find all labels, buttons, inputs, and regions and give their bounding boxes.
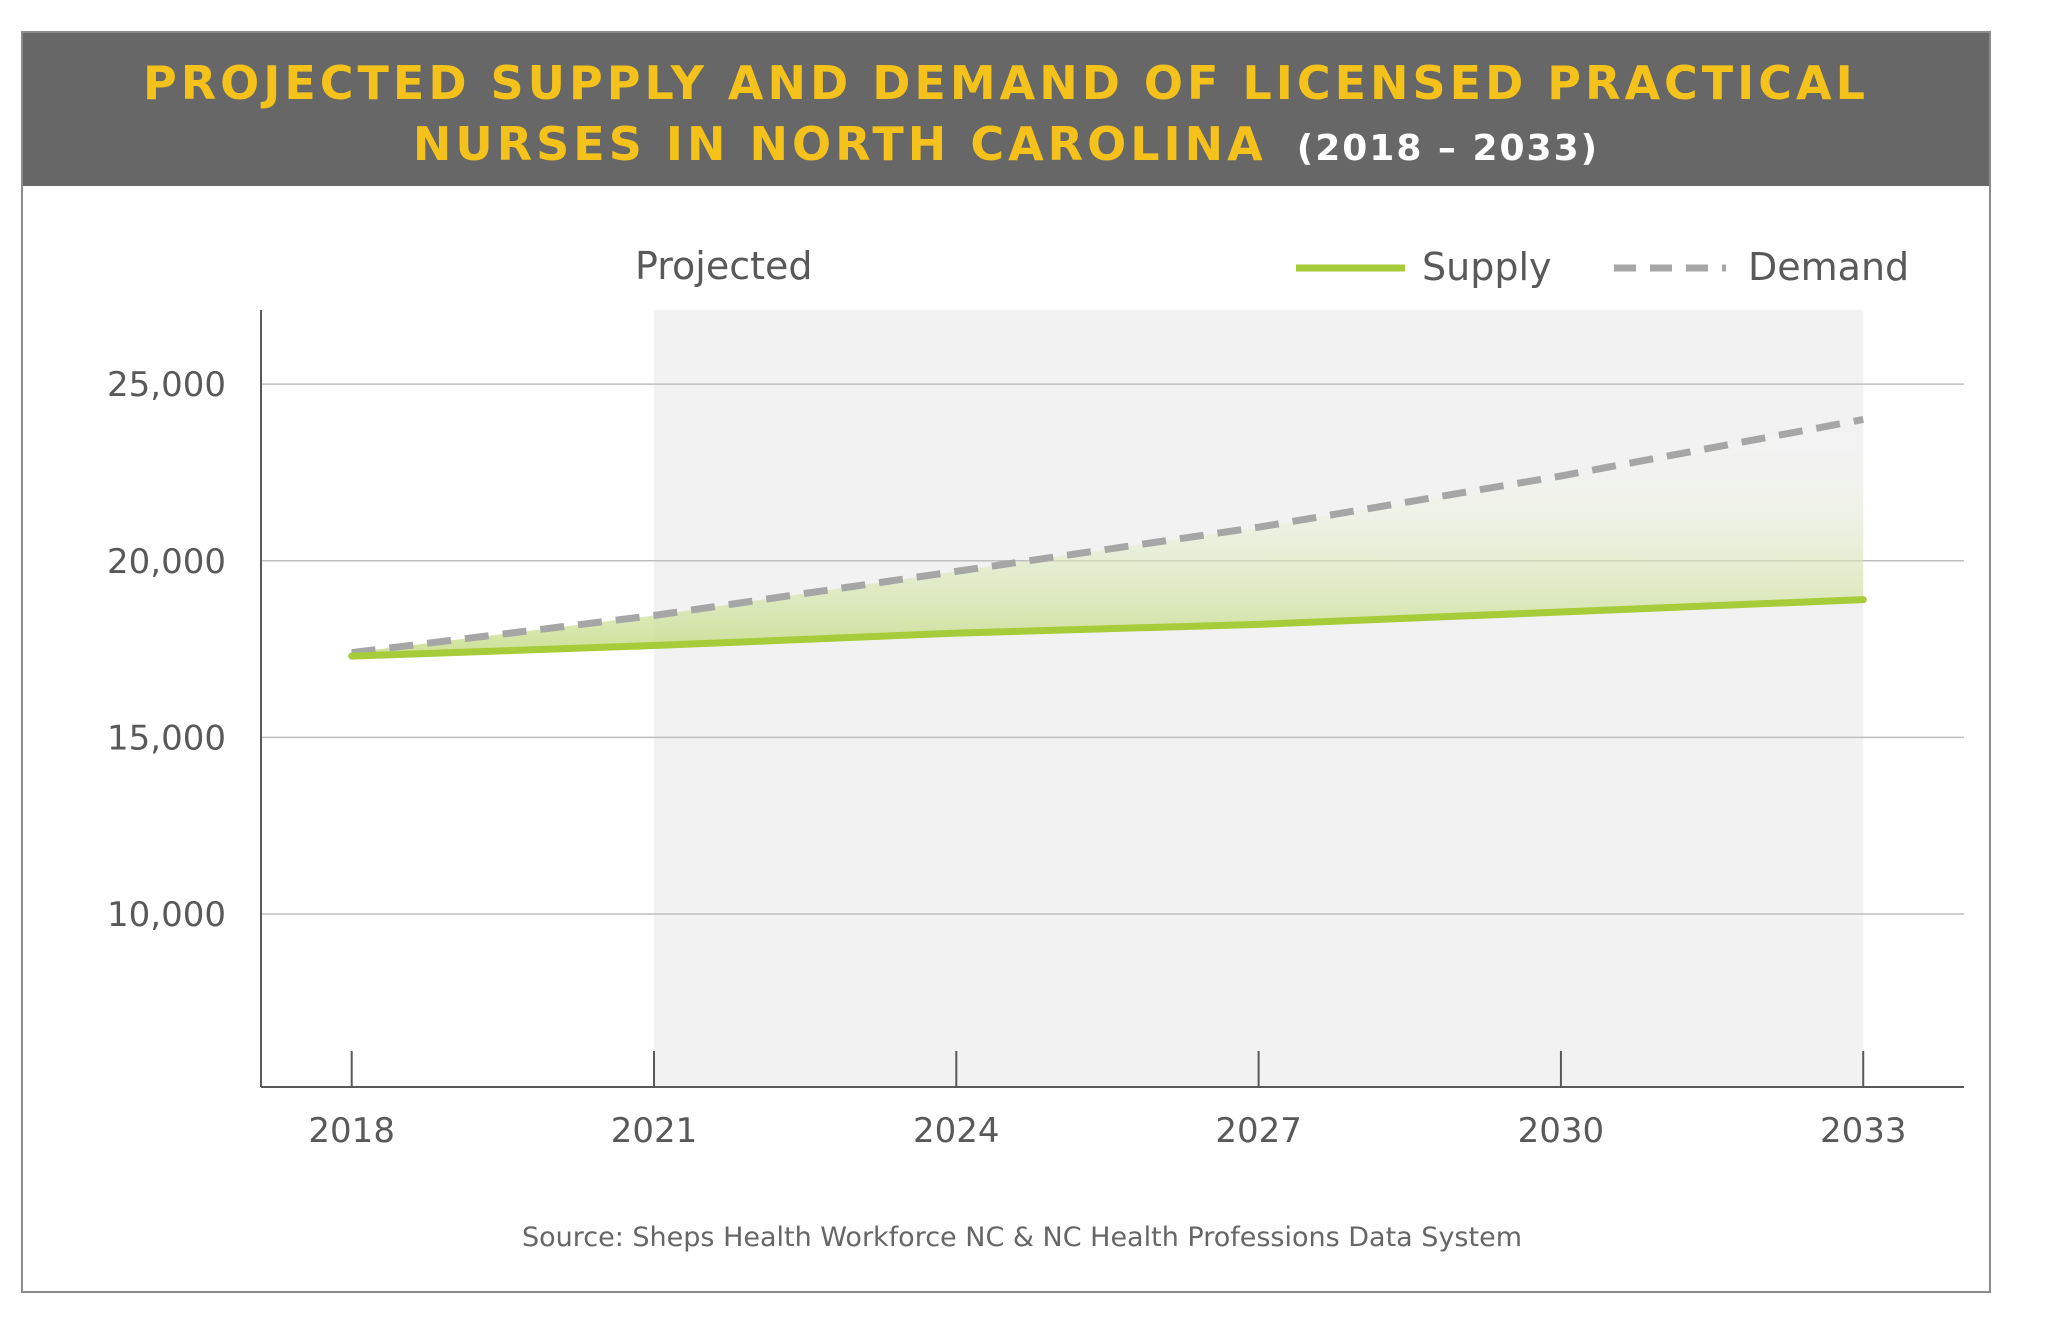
- chart-title-line-2: NURSES IN NORTH CAROLINA (2018 – 2033): [23, 114, 1989, 179]
- y-tick-label-10000: 10,000: [107, 895, 226, 935]
- series-lines: [348, 416, 1867, 660]
- source-note: Source: Sheps Health Workforce NC & NC H…: [522, 1222, 1522, 1253]
- legend-supply-label: Supply: [1422, 245, 1552, 289]
- x-tick-label-2027: 2027: [1215, 1111, 1302, 1151]
- y-tick-label-15000: 15,000: [107, 718, 226, 758]
- chart-legend: Supply Demand: [1296, 245, 1909, 289]
- x-tick-label-2024: 2024: [913, 1111, 1000, 1151]
- series-line-supply: [348, 596, 1867, 660]
- chart-header: PROJECTED SUPPLY AND DEMAND OF LICENSED …: [23, 33, 1989, 186]
- axes: [260, 310, 1964, 1088]
- chart-title-main: NURSES IN NORTH CAROLINA: [412, 117, 1267, 171]
- chart-title-years: (2018 – 2033): [1296, 128, 1600, 169]
- chart-title-line-1: PROJECTED SUPPLY AND DEMAND OF LICENSED …: [143, 56, 1869, 110]
- projected-region: [654, 310, 1864, 1087]
- legend-demand-label: Demand: [1748, 245, 1909, 289]
- x-tick-label-2033: 2033: [1820, 1111, 1907, 1151]
- x-tick-label-2021: 2021: [611, 1111, 698, 1151]
- supply-demand-gap-area: [351, 419, 1864, 657]
- tick-labels: 2018 2021 2024 2027 2030 2033 10,000 15,000 20,0…: [107, 365, 1906, 1151]
- x-tick-label-2018: 2018: [308, 1111, 395, 1151]
- y-tick-label-20000: 20,000: [107, 542, 226, 582]
- series-line-demand: [351, 416, 1864, 657]
- x-tick-label-2030: 2030: [1518, 1111, 1605, 1151]
- projected-label: Projected: [635, 244, 813, 288]
- y-tick-label-25000: 25,000: [107, 365, 226, 405]
